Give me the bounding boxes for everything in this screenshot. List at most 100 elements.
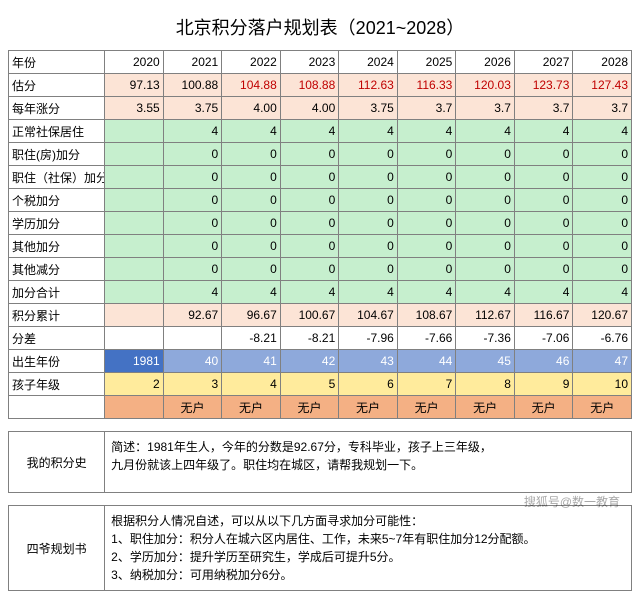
cell: 127.43 (573, 74, 632, 97)
cell: 0 (163, 212, 222, 235)
cell: 无户 (222, 396, 281, 419)
cell: 0 (222, 189, 281, 212)
cell: 0 (163, 143, 222, 166)
cell: 0 (397, 143, 456, 166)
table-row: 每年涨分3.553.754.004.003.753.73.73.73.7 (9, 97, 632, 120)
col-year: 2020 (105, 51, 164, 74)
cell (105, 281, 164, 304)
cell: 4.00 (222, 97, 281, 120)
row-label: 职住(房)加分 (9, 143, 105, 166)
cell: 无户 (280, 396, 339, 419)
cell: 4 (222, 373, 281, 396)
cell: 46 (514, 350, 573, 373)
cell: 0 (397, 166, 456, 189)
note2-row: 四爷规划书 根据积分人情况自述，可以从以下几方面寻求加分可能性：1、职住加分：积… (9, 506, 632, 591)
cell: 0 (573, 258, 632, 281)
cell: 6 (339, 373, 398, 396)
cell (105, 235, 164, 258)
cell: -8.21 (222, 327, 281, 350)
cell: 无户 (163, 396, 222, 419)
cell: 123.73 (514, 74, 573, 97)
cell: 92.67 (163, 304, 222, 327)
cell: 0 (339, 143, 398, 166)
table-row: 加分合计44444444 (9, 281, 632, 304)
row-label: 学历加分 (9, 212, 105, 235)
table-row: 职住（社保）加分00000000 (9, 166, 632, 189)
cell: 0 (163, 235, 222, 258)
cell: 0 (514, 258, 573, 281)
cell: 0 (573, 189, 632, 212)
note1-text: 简述：1981年生人，今年的分数是92.67分，专科毕业，孩子上三年级，九月份就… (105, 432, 632, 493)
cell: 0 (280, 212, 339, 235)
cell: 108.67 (397, 304, 456, 327)
cell (105, 327, 164, 350)
cell: 116.33 (397, 74, 456, 97)
cell: 0 (280, 166, 339, 189)
cell: 7 (397, 373, 456, 396)
cell: 0 (456, 143, 515, 166)
cell: 0 (222, 212, 281, 235)
cell: 无户 (456, 396, 515, 419)
page-title: 北京积分落户规划表（2021~2028） (8, 8, 632, 50)
row-label: 积分累计 (9, 304, 105, 327)
cell: 4.00 (280, 97, 339, 120)
cell: 3 (163, 373, 222, 396)
cell: 0 (573, 143, 632, 166)
cell: -7.36 (456, 327, 515, 350)
cell: 0 (280, 258, 339, 281)
cell: 0 (339, 258, 398, 281)
watermark: 搜狐号@数一教育 (524, 493, 620, 510)
cell: -8.21 (280, 327, 339, 350)
cell: 0 (163, 258, 222, 281)
cell (105, 396, 164, 419)
cell: 0 (397, 189, 456, 212)
cell: -7.06 (514, 327, 573, 350)
cell: 4 (280, 281, 339, 304)
table-row: 其他加分00000000 (9, 235, 632, 258)
col-year: 2022 (222, 51, 281, 74)
cell: 0 (339, 235, 398, 258)
cell (163, 327, 222, 350)
cell: 0 (397, 235, 456, 258)
cell: 0 (397, 212, 456, 235)
cell: 0 (339, 166, 398, 189)
cell: 4 (339, 281, 398, 304)
note1-row: 我的积分史 简述：1981年生人，今年的分数是92.67分，专科毕业，孩子上三年… (9, 432, 632, 493)
cell: 无户 (514, 396, 573, 419)
cell: 112.63 (339, 74, 398, 97)
cell (105, 304, 164, 327)
cell: 0 (456, 212, 515, 235)
cell: 4 (573, 281, 632, 304)
table-row: 积分累计92.6796.67100.67104.67108.67112.6711… (9, 304, 632, 327)
cell (105, 143, 164, 166)
cell: 116.67 (514, 304, 573, 327)
cell: 3.7 (573, 97, 632, 120)
cell: 47 (573, 350, 632, 373)
cell: 3.7 (456, 97, 515, 120)
cell: -6.76 (573, 327, 632, 350)
row-label (9, 396, 105, 419)
cell: 2 (105, 373, 164, 396)
cell: 9 (514, 373, 573, 396)
cell: 4 (222, 281, 281, 304)
row-label: 分差 (9, 327, 105, 350)
cell: 120.03 (456, 74, 515, 97)
note2-label: 四爷规划书 (9, 506, 105, 591)
cell: 120.67 (573, 304, 632, 327)
table-row: 其他减分00000000 (9, 258, 632, 281)
header-row: 年份202020212022202320242025202620272028 (9, 51, 632, 74)
cell: 42 (280, 350, 339, 373)
cell: 4 (280, 120, 339, 143)
cell: 4 (339, 120, 398, 143)
table-row: 出生年份19814041424344454647 (9, 350, 632, 373)
cell: 0 (456, 258, 515, 281)
cell: 8 (456, 373, 515, 396)
row-label: 个税加分 (9, 189, 105, 212)
cell: 3.7 (514, 97, 573, 120)
cell: 0 (514, 235, 573, 258)
cell: 无户 (339, 396, 398, 419)
cell: 112.67 (456, 304, 515, 327)
col-year: 2026 (456, 51, 515, 74)
cell: 44 (397, 350, 456, 373)
cell: 0 (222, 235, 281, 258)
